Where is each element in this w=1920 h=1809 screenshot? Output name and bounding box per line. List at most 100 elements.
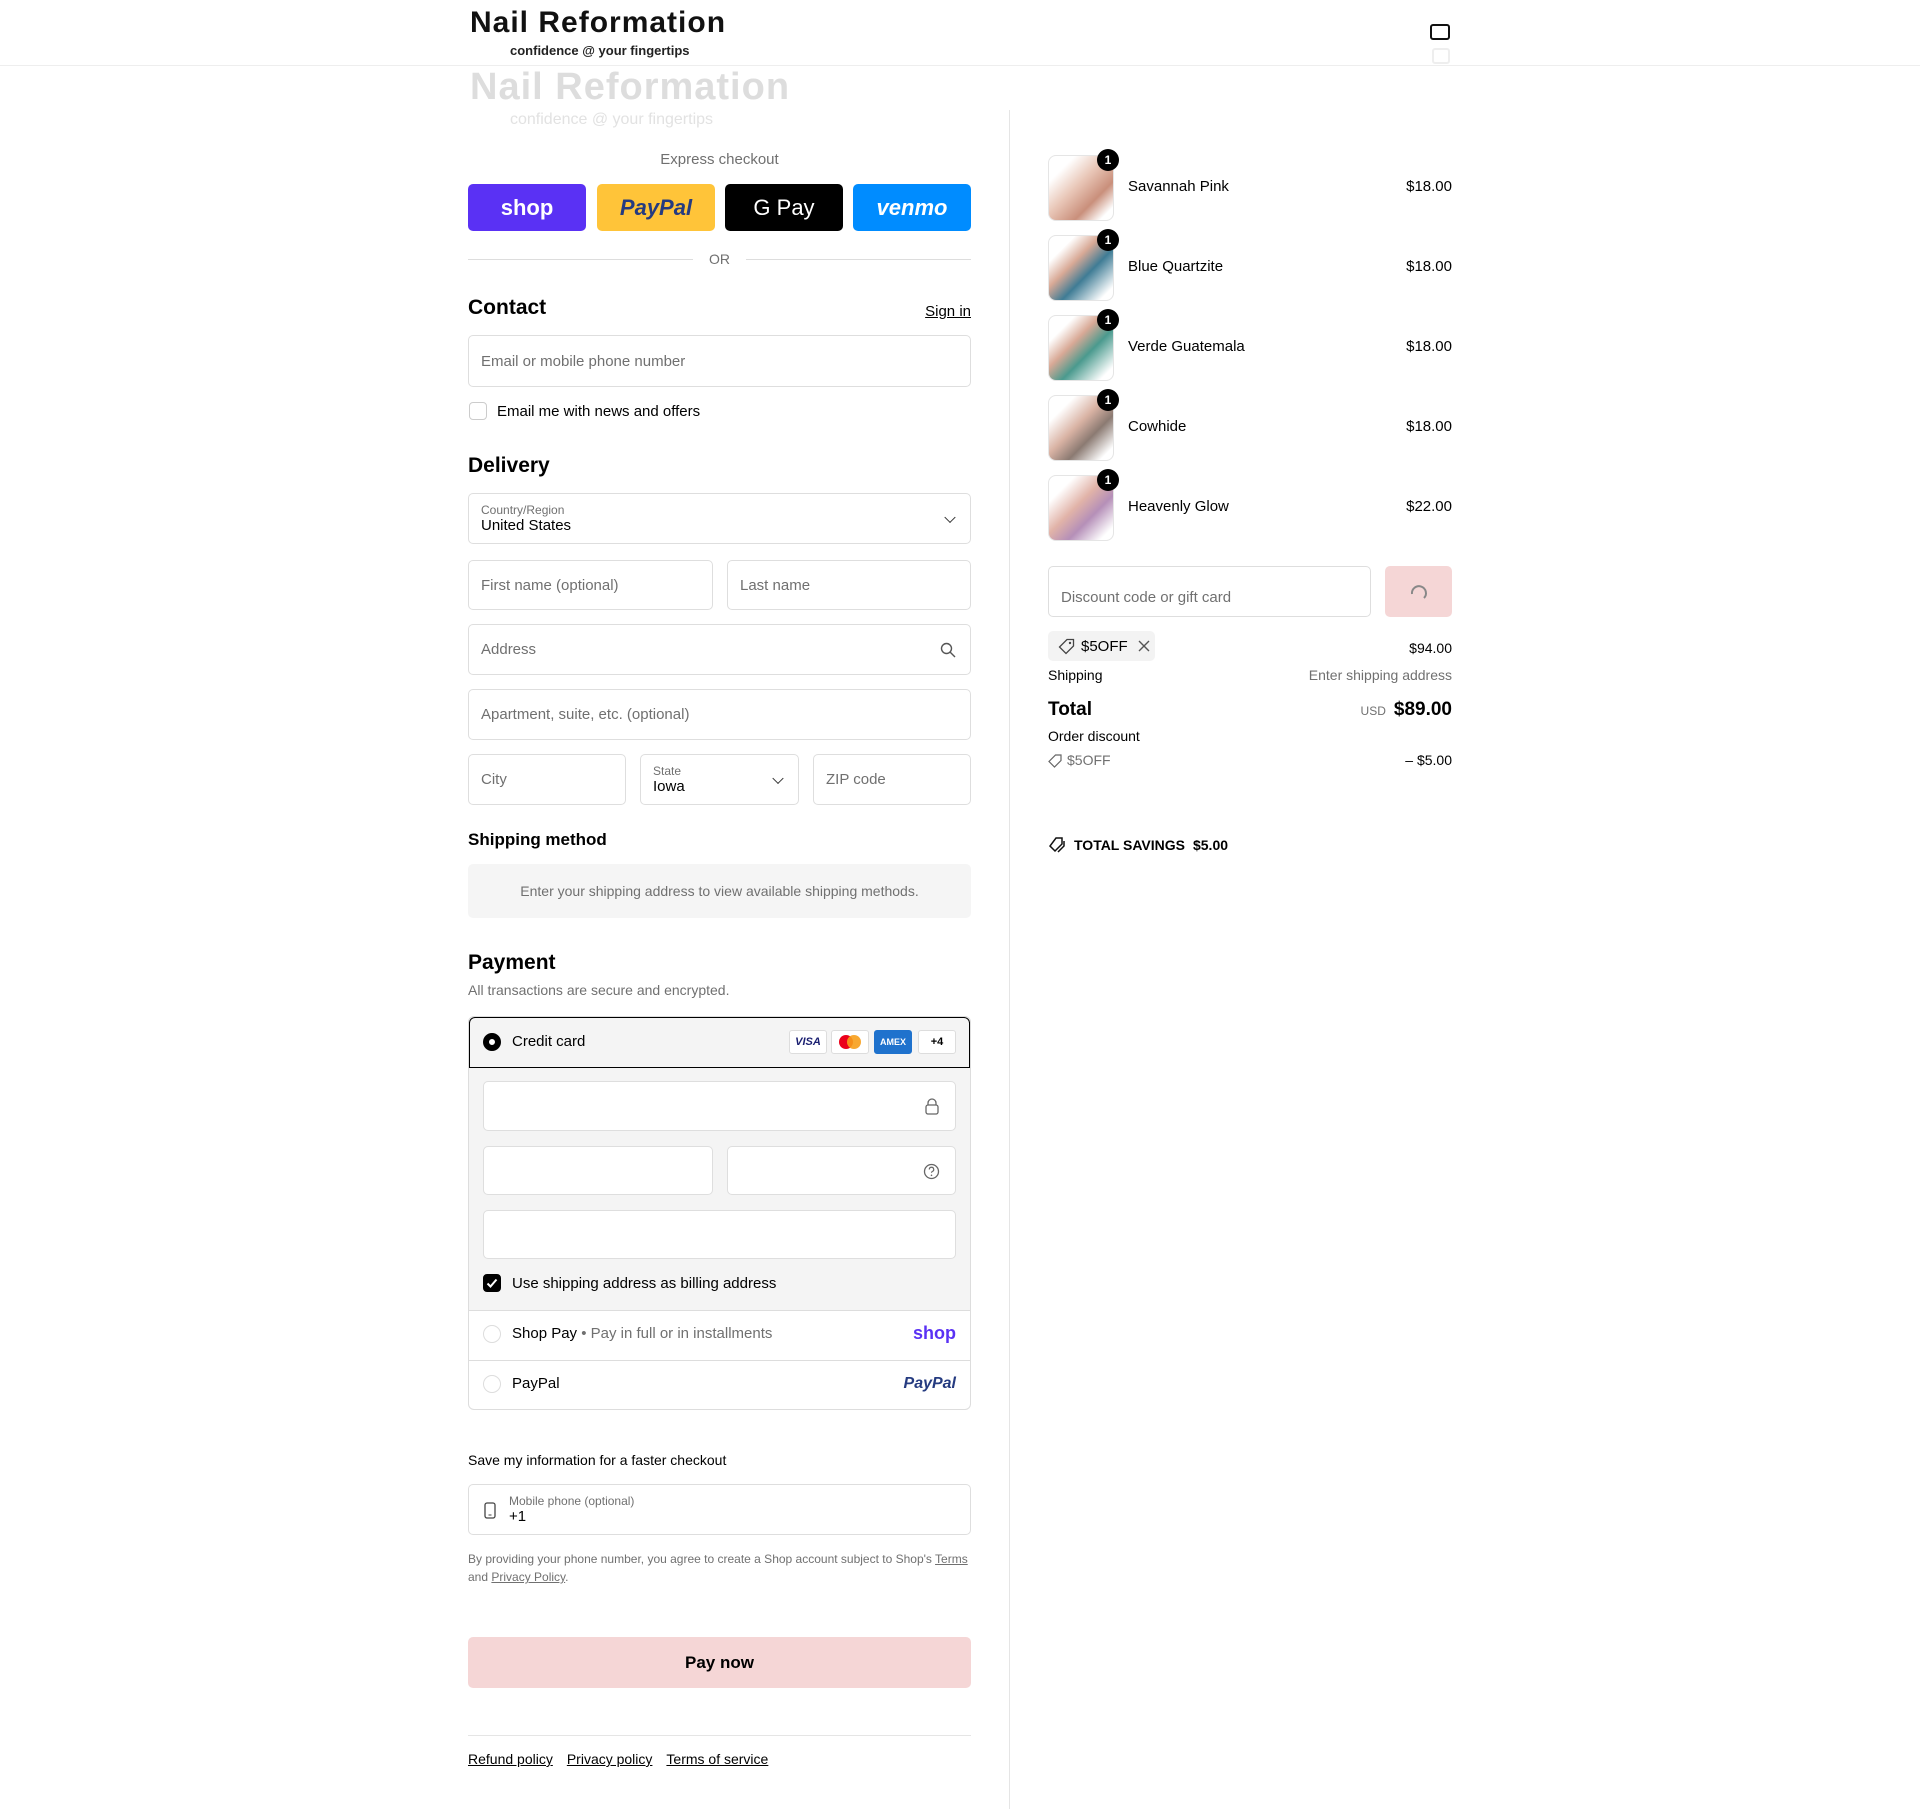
mobile-phone-icon bbox=[484, 1502, 496, 1519]
mastercard-icon bbox=[831, 1030, 869, 1054]
city-placeholder: City bbox=[481, 771, 507, 788]
payment-title: Payment bbox=[468, 951, 556, 974]
email-placeholder: Email or mobile phone number bbox=[481, 352, 686, 370]
venmo-express-button[interactable]: venmo bbox=[853, 184, 971, 231]
legal-prefix: By providing your phone number, you agre… bbox=[468, 1552, 932, 1566]
legal-period: . bbox=[565, 1570, 569, 1584]
product-price: $18.00 bbox=[1406, 178, 1452, 195]
state-select[interactable]: State Iowa bbox=[640, 754, 799, 805]
address-placeholder: Address bbox=[481, 641, 537, 658]
zip-field[interactable]: ZIP code bbox=[813, 754, 971, 805]
shopping-bag-icon[interactable] bbox=[1430, 24, 1450, 40]
terms-link[interactable]: Terms bbox=[935, 1552, 968, 1566]
paypal-radio[interactable] bbox=[483, 1375, 501, 1393]
product-name: Heavenly Glow bbox=[1128, 498, 1229, 515]
subtotal-value: $94.00 bbox=[1409, 640, 1452, 656]
total-amount: USD $89.00 bbox=[1361, 698, 1452, 723]
shop-pay-option: Shop Pay • Pay in full or in installment… bbox=[512, 1325, 773, 1342]
order-discount-label: Order discount bbox=[1048, 728, 1140, 744]
brand-logo[interactable]: Nail Reformation bbox=[470, 6, 727, 39]
card-number-field[interactable] bbox=[483, 1081, 956, 1131]
discount-code-field[interactable]: Discount code or gift card bbox=[1048, 566, 1371, 617]
legal-and: and bbox=[468, 1570, 489, 1584]
line-item: 1 Verde Guatemala $18.00 bbox=[1048, 309, 1452, 381]
quantity-badge: 1 bbox=[1097, 309, 1119, 331]
column-divider bbox=[1009, 110, 1010, 1809]
check-icon bbox=[486, 1278, 498, 1288]
paypal-label: PayPal bbox=[512, 1375, 560, 1392]
product-price: $22.00 bbox=[1406, 498, 1452, 515]
paypal-label: PayPal bbox=[619, 194, 693, 220]
brand-logo-ghost: Nail Reformation bbox=[470, 66, 791, 108]
footer-links: Refund policy Privacy policy Terms of se… bbox=[468, 1751, 768, 1767]
shipping-method-notice: Enter your shipping address to view avai… bbox=[468, 864, 971, 918]
remove-discount-icon[interactable] bbox=[1138, 640, 1150, 652]
help-circle-icon[interactable] bbox=[923, 1163, 940, 1180]
terms-of-service-link[interactable]: Terms of service bbox=[666, 1751, 769, 1767]
visa-text: VISA bbox=[795, 1036, 821, 1048]
total-savings-label: TOTAL SAVINGS bbox=[1074, 837, 1185, 853]
applied-discount-chip: $5OFF bbox=[1048, 631, 1155, 661]
apartment-placeholder: Apartment, suite, etc. (optional) bbox=[481, 706, 690, 723]
amex-icon: AMEX bbox=[874, 1030, 912, 1054]
tags-icon bbox=[1049, 837, 1065, 853]
search-icon bbox=[940, 642, 956, 658]
name-on-card-field[interactable] bbox=[483, 1210, 956, 1259]
shipping-value: Enter shipping address bbox=[1308, 667, 1452, 683]
header-divider bbox=[0, 65, 1920, 66]
apartment-field[interactable]: Apartment, suite, etc. (optional) bbox=[468, 689, 971, 740]
applied-code: $5OFF bbox=[1081, 637, 1128, 655]
privacy-link[interactable]: Privacy Policy bbox=[491, 1570, 566, 1584]
shipping-label: Shipping bbox=[1048, 667, 1103, 683]
shop-logo: shop bbox=[913, 1323, 956, 1343]
total-value: $89.00 bbox=[1393, 699, 1452, 720]
address-field[interactable]: Address bbox=[468, 624, 971, 675]
shop-pay-description: Pay in full or in installments bbox=[590, 1325, 773, 1342]
google-pay-express-button[interactable]: G Pay bbox=[725, 184, 843, 231]
product-price: $18.00 bbox=[1406, 418, 1452, 435]
mobile-phone-field[interactable]: Mobile phone (optional) +1 bbox=[468, 1484, 971, 1535]
apply-discount-button[interactable] bbox=[1385, 566, 1452, 617]
shop-pay-express-button[interactable]: shop bbox=[468, 184, 586, 231]
state-value: Iowa bbox=[653, 778, 685, 795]
legal-text: By providing your phone number, you agre… bbox=[468, 1550, 971, 1586]
country-value: United States bbox=[481, 517, 572, 534]
footer-divider bbox=[468, 1735, 971, 1736]
more-cards-text: +4 bbox=[930, 1036, 944, 1048]
shopping-bag-icon-ghost bbox=[1432, 48, 1450, 64]
or-separator: OR bbox=[709, 251, 730, 267]
shop-pay-radio[interactable] bbox=[483, 1325, 501, 1343]
paypal-express-button[interactable]: PayPal bbox=[597, 184, 715, 231]
total-savings: TOTAL SAVINGS $5.00 bbox=[1048, 836, 1228, 854]
credit-card-label: Credit card bbox=[512, 1033, 586, 1050]
tag-icon bbox=[1048, 753, 1062, 768]
privacy-policy-link[interactable]: Privacy policy bbox=[566, 1751, 653, 1767]
country-select[interactable]: Country/Region United States bbox=[468, 493, 971, 544]
express-checkout-title: Express checkout bbox=[660, 151, 779, 168]
brand-tagline: confidence @ your fingertips bbox=[510, 43, 690, 58]
divider bbox=[469, 1360, 970, 1361]
billing-checkbox[interactable] bbox=[483, 1274, 501, 1292]
product-price: $18.00 bbox=[1406, 338, 1452, 355]
last-name-field[interactable]: Last name bbox=[727, 560, 971, 610]
credit-card-radio[interactable] bbox=[483, 1033, 501, 1051]
discount-code: $5OFF bbox=[1067, 752, 1111, 768]
shipping-method-message: Enter your shipping address to view avai… bbox=[520, 883, 919, 899]
pay-now-button[interactable]: Pay now bbox=[468, 1637, 971, 1688]
security-code-field[interactable] bbox=[727, 1146, 956, 1195]
loading-spinner-icon bbox=[1410, 584, 1427, 599]
billing-label: Use shipping address as billing address bbox=[512, 1275, 777, 1292]
first-name-field[interactable]: First name (optional) bbox=[468, 560, 713, 610]
sign-in-link[interactable]: Sign in bbox=[925, 303, 971, 320]
line-item: 1 Blue Quartzite $18.00 bbox=[1048, 229, 1452, 301]
total-savings-value: $5.00 bbox=[1192, 837, 1229, 853]
refund-policy-link[interactable]: Refund policy bbox=[468, 1751, 553, 1767]
contact-title: Contact bbox=[468, 296, 547, 319]
news-checkbox[interactable] bbox=[469, 402, 487, 420]
expiration-date-field[interactable] bbox=[483, 1146, 713, 1195]
pay-now-label: Pay now bbox=[685, 1652, 754, 1672]
city-field[interactable]: City bbox=[468, 754, 626, 805]
email-field[interactable]: Email or mobile phone number bbox=[468, 335, 971, 387]
zip-placeholder: ZIP code bbox=[826, 771, 886, 788]
save-info-title: Save my information for a faster checkou… bbox=[468, 1452, 727, 1468]
